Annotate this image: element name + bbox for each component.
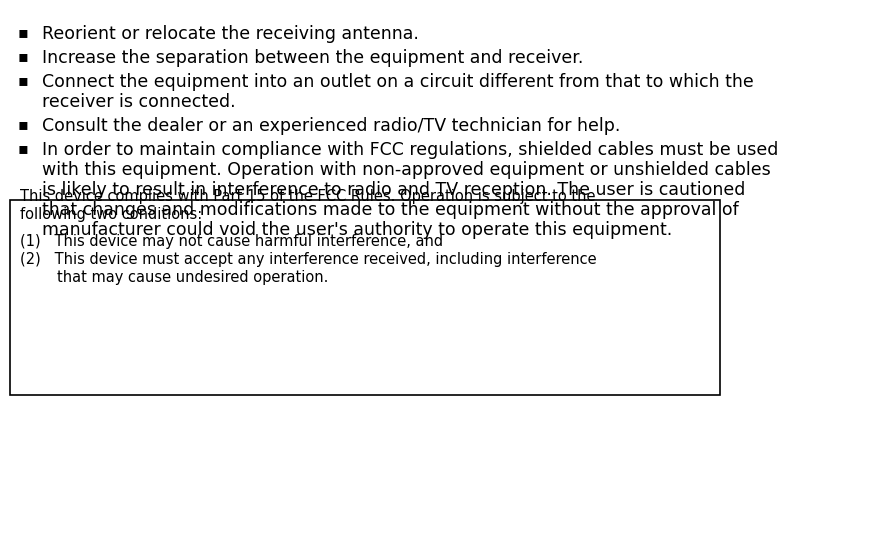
- Text: receiver is connected.: receiver is connected.: [42, 93, 235, 111]
- Text: This device complies with Part 15 of the FCC Rules. Operation is subject to the: This device complies with Part 15 of the…: [20, 189, 596, 204]
- Text: is likely to result in interference to radio and TV reception. The user is cauti: is likely to result in interference to r…: [42, 181, 746, 199]
- Text: Increase the separation between the equipment and receiver.: Increase the separation between the equi…: [42, 49, 583, 67]
- Text: Consult the dealer or an experienced radio/TV technician for help.: Consult the dealer or an experienced rad…: [42, 117, 620, 135]
- Text: that changes and modifications made to the equipment without the approval of: that changes and modifications made to t…: [42, 201, 739, 219]
- Text: that may cause undesired operation.: that may cause undesired operation.: [20, 270, 328, 285]
- Text: following two conditions:: following two conditions:: [20, 207, 202, 222]
- Text: Reorient or relocate the receiving antenna.: Reorient or relocate the receiving anten…: [42, 25, 419, 43]
- Text: ▪: ▪: [18, 117, 29, 132]
- Text: Connect the equipment into an outlet on a circuit different from that to which t: Connect the equipment into an outlet on …: [42, 73, 754, 91]
- Text: with this equipment. Operation with non-approved equipment or unshielded cables: with this equipment. Operation with non-…: [42, 161, 771, 179]
- Text: manufacturer could void the user's authority to operate this equipment.: manufacturer could void the user's autho…: [42, 221, 673, 239]
- Text: (1)   This device may not cause harmful interference, and: (1) This device may not cause harmful in…: [20, 234, 443, 249]
- Text: ▪: ▪: [18, 25, 29, 40]
- Text: ▪: ▪: [18, 49, 29, 64]
- Text: ▪: ▪: [18, 73, 29, 88]
- Text: (2)   This device must accept any interference received, including interference: (2) This device must accept any interfer…: [20, 252, 597, 267]
- Text: ▪: ▪: [18, 141, 29, 156]
- Text: In order to maintain compliance with FCC regulations, shielded cables must be us: In order to maintain compliance with FCC…: [42, 141, 779, 159]
- Bar: [10, 200, 720, 395]
